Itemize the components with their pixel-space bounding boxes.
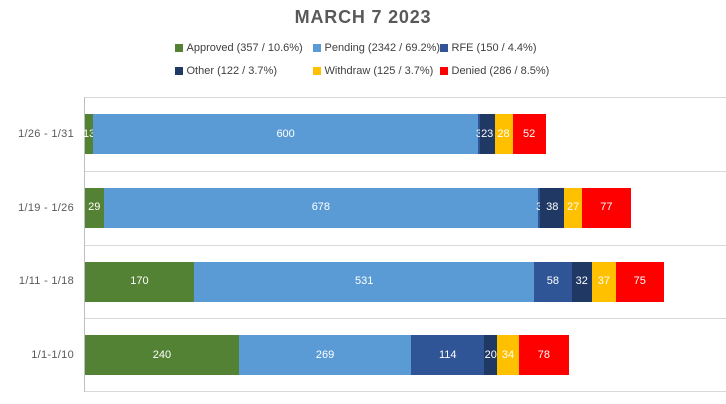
legend: Approved (357 / 10.6%) Pending (2342 / 6… [0, 42, 726, 77]
legend-label: Other (122 / 3.7%) [186, 65, 278, 77]
bar-segment-approved: 13 [83, 114, 96, 154]
bar-segment-pending: 600 [93, 114, 478, 154]
withdraw-swatch-icon [312, 67, 321, 75]
bar-segment-pending: 678 [103, 187, 539, 228]
bar-value-label: 75 [633, 275, 646, 287]
legend-item-withdraw: Withdraw (125 / 3.7%) [312, 65, 440, 77]
category-label: 1/26 - 1/31 [18, 127, 74, 140]
other-swatch-icon [174, 67, 183, 75]
bar-row: 240 269 114 20 34 78 [85, 318, 726, 392]
gridline [85, 391, 726, 392]
bar-value-label: 170 [130, 275, 149, 287]
bar-value-label: 678 [311, 201, 331, 214]
legend-label: Denied (286 / 8.5%) [451, 65, 550, 77]
bar-value-label: 77 [600, 201, 613, 214]
bar-segment-rfe: 3 [536, 187, 542, 228]
legend-item-denied: Denied (286 / 8.5%) [439, 65, 552, 77]
bar-segment-rfe: 58 [534, 261, 572, 302]
bar-value-label: 3 [476, 128, 482, 140]
plot-area: 1360032328522967833827771705315832377524… [83, 97, 726, 392]
stacked-bar: 29 678 3 38 27 77 [85, 187, 632, 228]
bar-value-label: 37 [597, 275, 610, 287]
bar-value-label: 240 [152, 348, 172, 361]
bar-value-label: 52 [523, 127, 536, 140]
bar-row: 13 600 32328 52 [83, 97, 726, 171]
bar-segment-denied: 77 [581, 187, 632, 228]
category-label: 1/19 - 1/26 [18, 201, 74, 214]
bar-row: 170 531 58 32 37 75 [85, 245, 726, 319]
bar-segment-withdraw: 34 [497, 335, 519, 376]
legend-item-rfe: RFE (150 / 4.4%) [439, 42, 552, 54]
bar-segment-withdraw: 37 [592, 261, 616, 302]
bar-segment-approved: 170 [85, 261, 194, 302]
bar-segment-pending: 269 [238, 335, 412, 376]
bar-segment-withdraw: 27 [564, 187, 582, 228]
bar-segment-pending: 531 [193, 261, 535, 302]
legend-label: Approved (357 / 10.6%) [186, 42, 303, 54]
bar-value-label: 32 [575, 275, 588, 287]
legend-item-other: Other (122 / 3.7%) [174, 65, 313, 77]
legend-label: Pending (2342 / 69.2%) [324, 42, 441, 54]
bar-value-label: 38 [546, 201, 559, 214]
bar-segment-other: 23 [479, 114, 495, 154]
bar-segment-denied: 75 [615, 261, 664, 302]
bar-value-label: 13 [83, 127, 96, 140]
bar-value-label: 600 [276, 127, 295, 140]
stacked-bar: 13 600 32328 52 [83, 114, 546, 154]
bar-value-label: 269 [315, 348, 335, 361]
legend-item-approved: Approved (357 / 10.6%) [174, 42, 313, 54]
gridline [85, 245, 726, 246]
bar-value-label: 27 [566, 201, 580, 214]
bar-value-label: 531 [354, 275, 374, 287]
chart-title: MARCH 7 2023 [294, 7, 432, 27]
bar-segment-rfe: 3 [476, 114, 482, 154]
legend-label: Withdraw (125 / 3.7%) [324, 65, 434, 77]
rfe-swatch-icon [439, 44, 448, 52]
bar-value-label: 28 [497, 127, 510, 140]
category-label: 1/1-1/10 [31, 349, 74, 362]
bar-segment-other: 32 [571, 261, 592, 302]
legend-grid: Approved (357 / 10.6%) Pending (2342 / 6… [174, 42, 552, 77]
bar-value-label: 114 [439, 348, 457, 361]
bar-segment-approved: 240 [85, 335, 239, 376]
bar-segment-denied: 78 [518, 335, 569, 376]
bar-value-label: 58 [546, 275, 560, 287]
gridline [85, 318, 726, 319]
bar-value-label: 23 [481, 127, 494, 140]
bar-value-label: 3 [536, 202, 542, 213]
approved-swatch-icon [174, 44, 183, 52]
legend-label: RFE (150 / 4.4%) [451, 42, 537, 54]
bar-segment-rfe: 114 [411, 335, 485, 376]
gridline [85, 171, 726, 172]
bar-segment-other: 38 [540, 187, 565, 228]
pending-swatch-icon [312, 44, 321, 52]
bar-value-label: 29 [88, 201, 101, 214]
bar-segment-denied: 52 [512, 114, 546, 154]
bar-value-label: 78 [537, 348, 551, 361]
stacked-bar: 170 531 58 32 37 75 [85, 261, 664, 302]
legend-item-pending: Pending (2342 / 69.2%) [312, 42, 441, 54]
category-label: 1/11 - 1/18 [18, 275, 74, 288]
bar-segment-withdraw: 28 [494, 114, 513, 154]
stacked-bar: 240 269 114 20 34 78 [85, 335, 569, 376]
denied-swatch-icon [439, 67, 448, 75]
bar-value-label: 34 [501, 348, 515, 361]
bar-segment-approved: 29 [85, 187, 104, 228]
bar-segment-other: 20 [484, 335, 498, 376]
gridline [85, 97, 726, 98]
bar-value-label: 20 [484, 348, 497, 361]
bar-row: 29 678 3 38 27 77 [85, 171, 726, 245]
